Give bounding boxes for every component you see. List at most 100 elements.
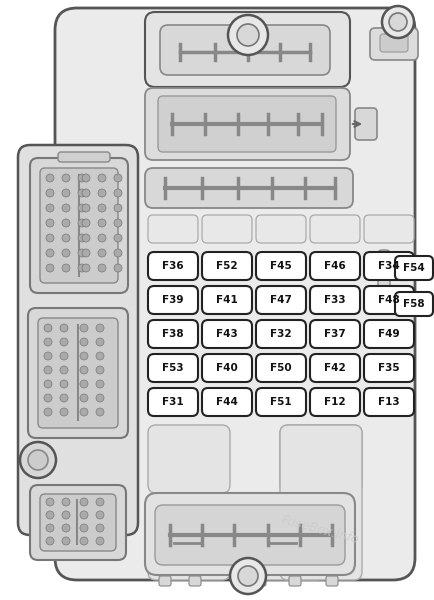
Circle shape [78, 219, 86, 227]
Circle shape [96, 380, 104, 388]
FancyBboxPatch shape [369, 28, 417, 60]
Circle shape [114, 219, 122, 227]
Circle shape [80, 498, 88, 506]
FancyBboxPatch shape [30, 158, 128, 293]
Circle shape [62, 219, 70, 227]
Circle shape [82, 204, 90, 212]
Circle shape [96, 511, 104, 519]
Circle shape [62, 511, 70, 519]
Text: F32: F32 [270, 329, 291, 339]
FancyBboxPatch shape [309, 388, 359, 416]
FancyBboxPatch shape [201, 354, 251, 382]
FancyBboxPatch shape [377, 250, 389, 302]
Text: F53: F53 [162, 363, 184, 373]
Circle shape [28, 450, 48, 470]
Text: F36: F36 [162, 261, 184, 271]
Circle shape [44, 380, 52, 388]
FancyBboxPatch shape [40, 494, 116, 551]
FancyBboxPatch shape [161, 512, 214, 560]
FancyBboxPatch shape [243, 500, 323, 580]
Circle shape [80, 366, 88, 374]
Circle shape [82, 264, 90, 272]
FancyBboxPatch shape [145, 493, 354, 575]
Circle shape [62, 264, 70, 272]
Circle shape [62, 174, 70, 182]
FancyBboxPatch shape [188, 576, 201, 586]
Circle shape [98, 174, 106, 182]
Circle shape [44, 324, 52, 332]
Circle shape [46, 234, 54, 242]
Text: F42: F42 [323, 363, 345, 373]
Circle shape [237, 24, 258, 46]
Text: F44: F44 [216, 397, 237, 407]
FancyBboxPatch shape [256, 252, 305, 280]
Circle shape [114, 249, 122, 257]
Circle shape [98, 234, 106, 242]
Circle shape [98, 249, 106, 257]
Circle shape [60, 380, 68, 388]
Circle shape [44, 338, 52, 346]
Text: F52: F52 [216, 261, 237, 271]
FancyBboxPatch shape [394, 256, 432, 280]
Circle shape [82, 174, 90, 182]
Circle shape [80, 408, 88, 416]
FancyBboxPatch shape [354, 108, 376, 140]
Circle shape [98, 204, 106, 212]
FancyBboxPatch shape [58, 152, 110, 162]
Circle shape [78, 249, 86, 257]
Circle shape [60, 366, 68, 374]
Text: F13: F13 [377, 397, 399, 407]
FancyBboxPatch shape [148, 500, 230, 580]
Circle shape [62, 524, 70, 532]
Circle shape [114, 204, 122, 212]
FancyBboxPatch shape [201, 215, 251, 243]
Text: F50: F50 [270, 363, 291, 373]
Circle shape [46, 204, 54, 212]
FancyBboxPatch shape [256, 354, 305, 382]
Text: F46: F46 [323, 261, 345, 271]
Circle shape [96, 524, 104, 532]
FancyBboxPatch shape [148, 252, 197, 280]
Text: F49: F49 [377, 329, 399, 339]
FancyBboxPatch shape [201, 388, 251, 416]
Circle shape [96, 498, 104, 506]
Circle shape [46, 264, 54, 272]
Circle shape [46, 537, 54, 545]
Circle shape [60, 408, 68, 416]
Circle shape [96, 352, 104, 360]
Circle shape [230, 558, 265, 594]
Circle shape [44, 366, 52, 374]
FancyBboxPatch shape [201, 286, 251, 314]
Text: F37: F37 [323, 329, 345, 339]
Circle shape [80, 511, 88, 519]
FancyBboxPatch shape [309, 320, 359, 348]
Circle shape [78, 204, 86, 212]
Circle shape [78, 234, 86, 242]
Circle shape [96, 537, 104, 545]
Circle shape [80, 380, 88, 388]
FancyBboxPatch shape [256, 215, 305, 243]
Circle shape [60, 324, 68, 332]
Circle shape [60, 352, 68, 360]
Circle shape [44, 408, 52, 416]
Circle shape [114, 234, 122, 242]
FancyBboxPatch shape [309, 286, 359, 314]
FancyBboxPatch shape [38, 318, 118, 428]
Circle shape [82, 234, 90, 242]
Text: F12: F12 [323, 397, 345, 407]
FancyBboxPatch shape [256, 286, 305, 314]
FancyBboxPatch shape [363, 252, 413, 280]
Circle shape [78, 174, 86, 182]
Circle shape [60, 338, 68, 346]
Circle shape [98, 219, 106, 227]
Circle shape [80, 537, 88, 545]
Circle shape [96, 338, 104, 346]
FancyBboxPatch shape [18, 145, 138, 535]
Text: F45: F45 [270, 261, 291, 271]
Circle shape [98, 189, 106, 197]
FancyBboxPatch shape [394, 292, 432, 316]
Circle shape [46, 498, 54, 506]
FancyBboxPatch shape [201, 252, 251, 280]
FancyBboxPatch shape [256, 388, 305, 416]
Circle shape [80, 394, 88, 402]
